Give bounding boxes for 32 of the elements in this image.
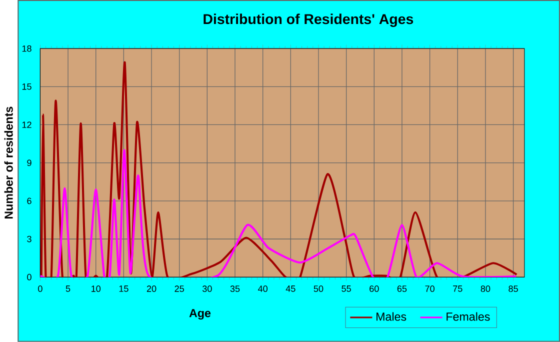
y-tick-label: 6 bbox=[27, 198, 32, 204]
x-tick-label: 45 bbox=[286, 286, 296, 292]
x-tick-label: 30 bbox=[202, 286, 212, 292]
x-tick-label: 80 bbox=[480, 286, 490, 292]
y-axis-title: Number of residents bbox=[4, 106, 13, 219]
x-tick-label: 25 bbox=[174, 286, 184, 292]
x-tick-label: 20 bbox=[146, 286, 156, 292]
y-tick-label: 18 bbox=[22, 45, 32, 52]
y-tick-label: 3 bbox=[27, 236, 32, 242]
x-tick-label: 50 bbox=[314, 286, 324, 292]
x-axis-title: Age bbox=[189, 309, 211, 320]
x-tick-label: 35 bbox=[230, 286, 240, 292]
x-tick-label: 0 bbox=[38, 286, 42, 292]
x-tick-label: 40 bbox=[258, 286, 268, 292]
x-tick-label: 70 bbox=[425, 286, 434, 292]
x-tick-label: 65 bbox=[397, 286, 407, 292]
legend-label: Females bbox=[446, 312, 490, 321]
x-tick-label: 55 bbox=[342, 286, 351, 292]
legend-label: Males bbox=[376, 312, 406, 321]
y-tick-label: 9 bbox=[27, 160, 32, 166]
y-tick-label: 12 bbox=[22, 122, 32, 128]
x-tick-label: 60 bbox=[370, 286, 379, 292]
x-tick-label: 5 bbox=[66, 286, 70, 292]
line-series bbox=[40, 62, 518, 278]
x-tick-label: 10 bbox=[92, 286, 101, 292]
y-tick-label: 15 bbox=[22, 84, 32, 90]
chart-title: Distribution of Residents' Ages bbox=[204, 14, 414, 28]
x-tick-label: 75 bbox=[453, 286, 462, 292]
x-tick-label: 85 bbox=[508, 286, 518, 292]
x-tick-label: 15 bbox=[119, 286, 128, 292]
line-series bbox=[40, 149, 518, 278]
y-tick-label: 0 bbox=[27, 274, 32, 280]
